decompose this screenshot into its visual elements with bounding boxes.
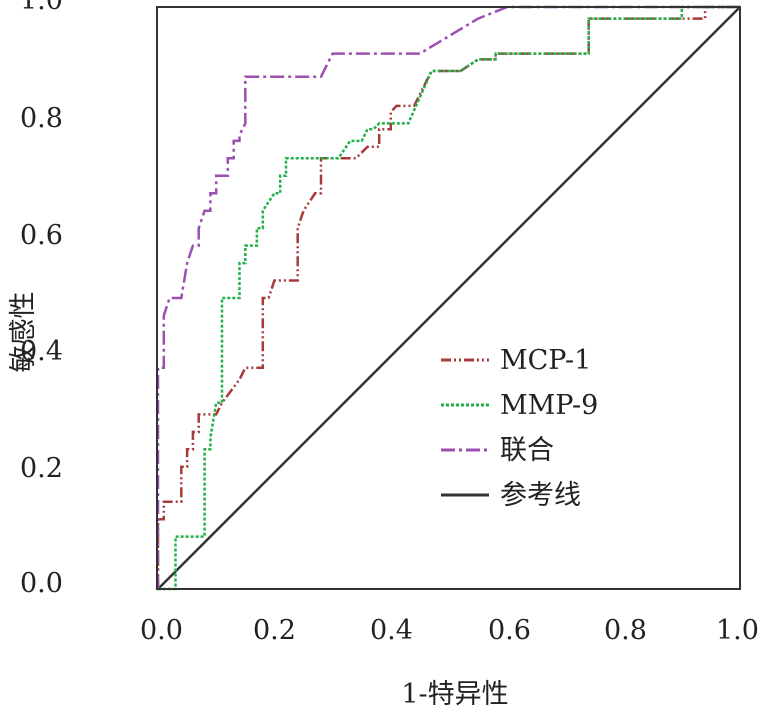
y-tick-label: 0.4 — [20, 336, 63, 367]
x-tick-label: 0.2 — [253, 615, 296, 646]
ticks-layer: 1.0 0.8 0.6 0.4 0.2 0.0 — [20, 0, 63, 599]
plot-frame — [156, 6, 741, 590]
x-tick-label: 0.8 — [604, 615, 647, 646]
y-tick-label: 0.6 — [20, 220, 63, 251]
x-axis-title: 1-特异性 — [401, 679, 508, 710]
series-line-mcp1 — [156, 5, 740, 589]
y-tick-label: 0.0 — [20, 568, 63, 599]
series-line-combined — [156, 5, 740, 589]
legend-label-mmp9: MMP-9 — [500, 390, 598, 421]
x-tick-label: 1.0 — [716, 615, 759, 646]
x-tick-label: 0.6 — [488, 615, 531, 646]
x-tick-label: 0.4 — [370, 615, 413, 646]
legend-label-reference: 参考线 — [500, 480, 581, 511]
y-axis-title: 敏感性 — [8, 292, 39, 373]
legend: MCP-1 MMP-9 联合 参考线 — [441, 345, 598, 511]
series-line-mmp9 — [158, 5, 740, 591]
legend-label-mcp1: MCP-1 — [500, 345, 591, 376]
y-tick-label: 1.0 — [20, 0, 63, 16]
x-tick-label: 0.0 — [140, 615, 183, 646]
series-line-reference — [157, 6, 741, 590]
y-tick-label: 0.2 — [20, 453, 63, 484]
legend-label-combined: 联合 — [500, 435, 554, 466]
y-tick-label: 0.8 — [20, 103, 63, 134]
series-layer — [156, 5, 741, 591]
